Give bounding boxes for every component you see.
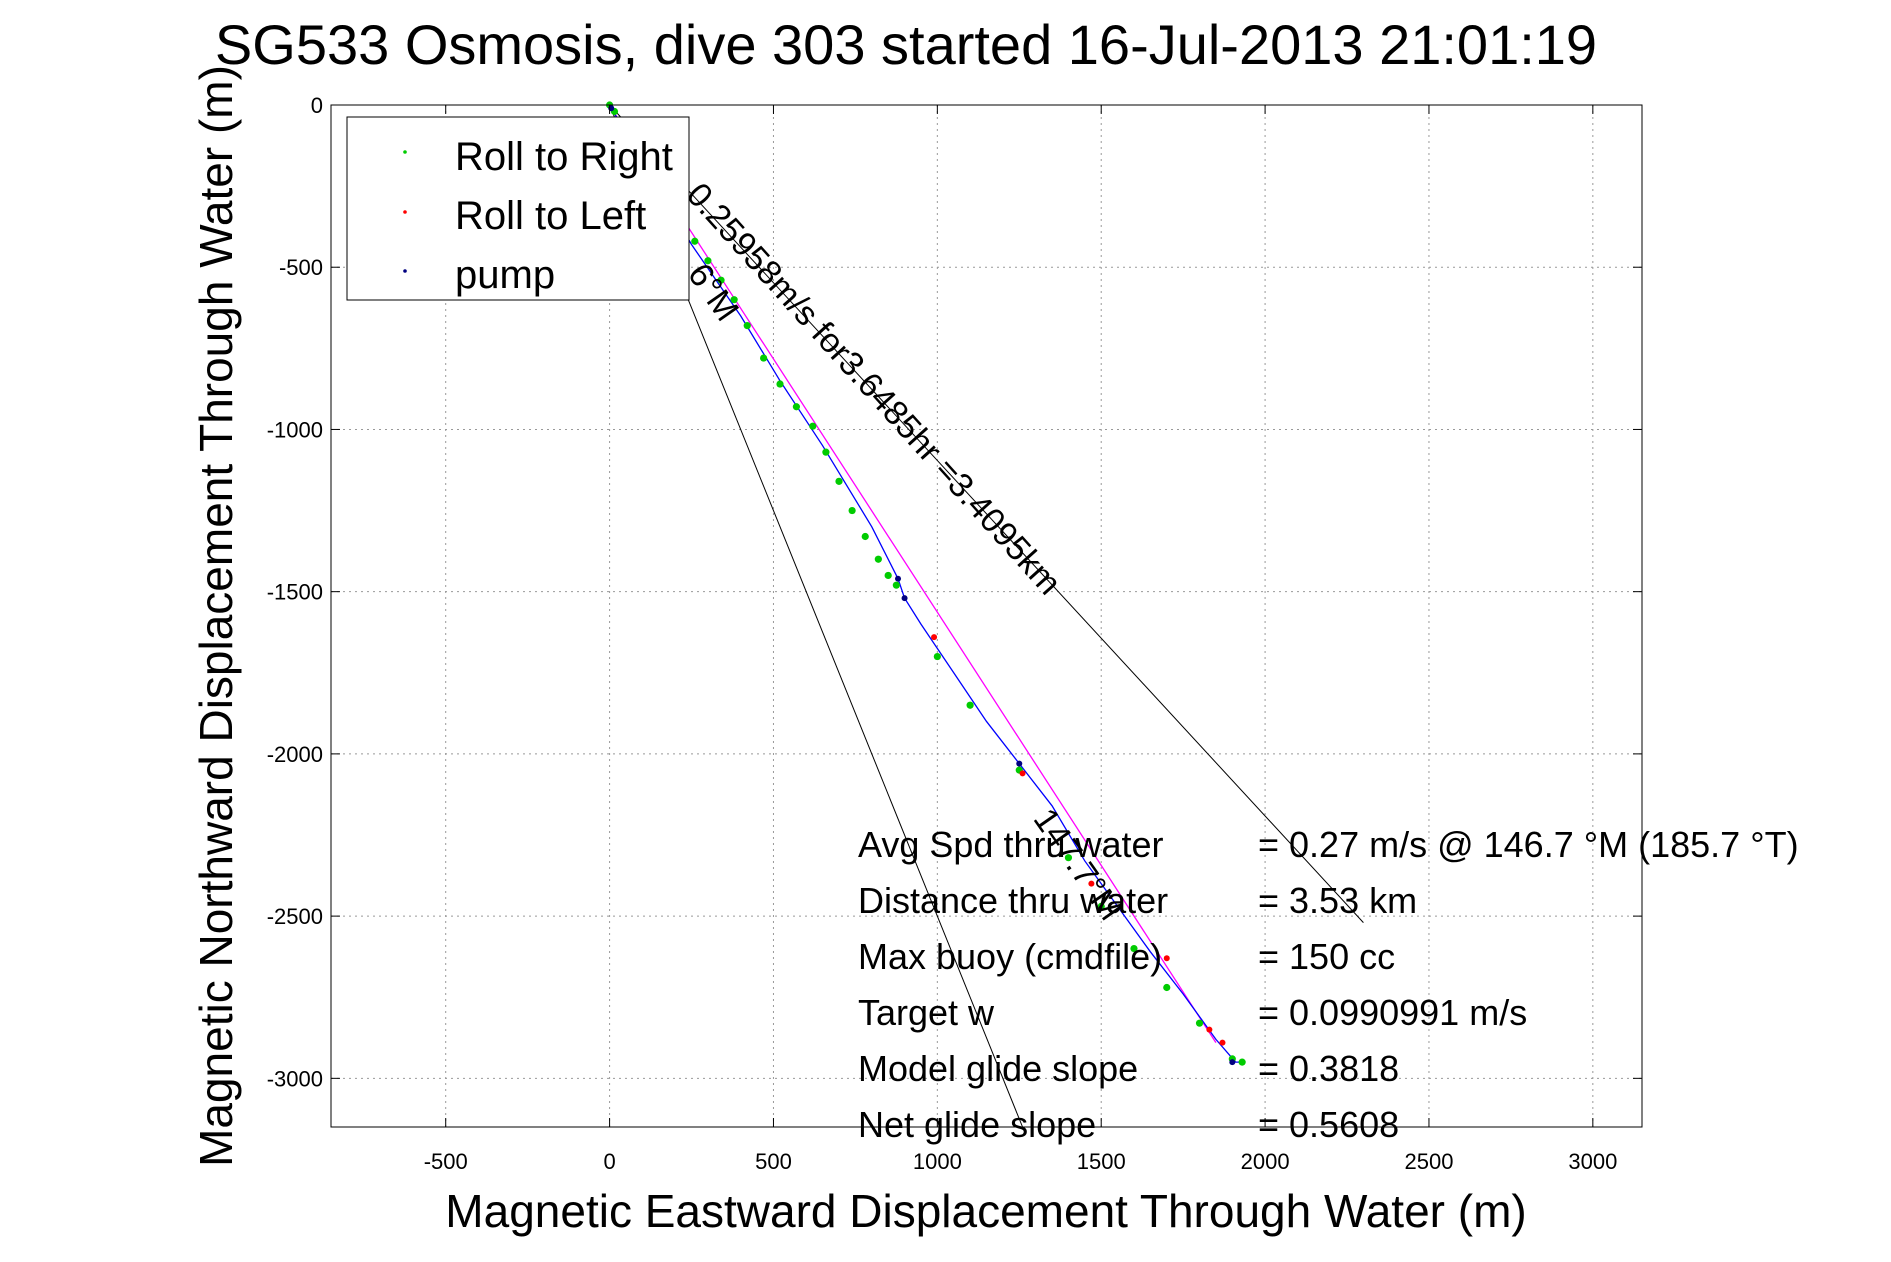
data-point xyxy=(1219,1039,1226,1046)
info-value: = 0.0990991 m/s xyxy=(1258,992,1527,1033)
info-label: Avg Spd thru water xyxy=(858,824,1164,865)
data-point xyxy=(1019,770,1026,777)
data-point xyxy=(901,595,908,602)
data-point xyxy=(760,354,768,362)
data-point xyxy=(704,257,712,265)
y-tick-label: -1000 xyxy=(267,417,323,442)
legend-marker-roll-right xyxy=(403,150,407,154)
info-text-block: Avg Spd thru water = 0.27 m/s @ 146.7 °M … xyxy=(858,824,1799,1145)
y-tick-label: -2000 xyxy=(267,742,323,767)
x-tick-label: -500 xyxy=(424,1149,468,1174)
data-point xyxy=(966,701,974,709)
data-point xyxy=(1163,983,1171,992)
info-label: Max buoy (cmdfile) xyxy=(858,936,1162,977)
track-lines xyxy=(610,107,1243,1063)
x-tick-label: 500 xyxy=(755,1149,792,1174)
data-point xyxy=(1195,1019,1204,1027)
data-point xyxy=(895,575,902,582)
legend-box xyxy=(346,116,690,301)
info-value: = 3.53 km xyxy=(1258,880,1417,921)
info-label: Net glide slope xyxy=(858,1104,1096,1145)
data-point xyxy=(1088,880,1095,887)
data-point xyxy=(776,380,784,388)
data-point xyxy=(1097,902,1105,910)
data-point xyxy=(1016,760,1023,767)
legend-marker-roll-left xyxy=(403,210,407,214)
x-tick-label: 2500 xyxy=(1404,1149,1453,1174)
legend: Roll to Right Roll to Left pump xyxy=(346,116,690,301)
data-point xyxy=(1163,955,1170,962)
data-point xyxy=(743,322,751,330)
data-point xyxy=(835,477,843,485)
data-point xyxy=(792,403,801,411)
legend-label-roll-left: Roll to Left xyxy=(455,194,646,238)
y-axis-label: Magnetic Northward Displacement Through … xyxy=(190,65,242,1167)
data-point xyxy=(809,422,817,430)
chart-title: SG533 Osmosis, dive 303 started 16-Jul-2… xyxy=(215,13,1597,76)
legend-marker-pump xyxy=(403,269,407,273)
info-value: = 0.27 m/s @ 146.7 °M (185.7 °T) xyxy=(1258,824,1799,865)
info-label: Target w xyxy=(858,992,995,1033)
data-point xyxy=(717,276,725,284)
data-point xyxy=(884,571,892,580)
info-value: = 0.3818 xyxy=(1258,1048,1399,1089)
info-value: = 0.5608 xyxy=(1258,1104,1399,1145)
data-point xyxy=(931,634,938,641)
x-tick-label: 0 xyxy=(603,1149,615,1174)
model-track-line xyxy=(610,107,1217,1043)
data-point xyxy=(822,448,830,456)
y-tick-label: -1500 xyxy=(267,580,323,605)
data-point xyxy=(1064,854,1073,862)
glider-track-line xyxy=(610,107,1243,1063)
data-point xyxy=(1229,1059,1236,1066)
x-tick-label: 1500 xyxy=(1077,1149,1126,1174)
legend-label-pump: pump xyxy=(455,253,555,297)
data-point xyxy=(848,506,856,515)
x-axis-ticks: -500 0 500 1000 1500 2000 2500 3000 xyxy=(424,105,1617,1174)
data-point xyxy=(691,237,699,245)
data-point xyxy=(933,652,941,661)
info-label: Distance thru water xyxy=(858,880,1168,921)
data-point xyxy=(861,532,869,541)
y-tick-label: -500 xyxy=(279,255,323,280)
data-point xyxy=(892,581,900,589)
x-axis-label: Magnetic Eastward Displacement Through W… xyxy=(445,1185,1526,1237)
data-point xyxy=(1238,1058,1246,1066)
x-tick-label: 1000 xyxy=(913,1149,962,1174)
x-tick-label: 3000 xyxy=(1568,1149,1617,1174)
y-tick-label: -2500 xyxy=(267,904,323,929)
y-tick-label: -3000 xyxy=(267,1066,323,1091)
reference-line xyxy=(609,104,1364,923)
data-point xyxy=(874,555,882,563)
info-value: = 150 cc xyxy=(1258,936,1395,977)
plot-frame xyxy=(330,104,1643,1128)
data-point xyxy=(1130,944,1138,953)
y-axis-ticks: 0 -500 -1000 -1500 -2000 -2500 -3000 xyxy=(267,93,1642,1091)
legend-label-roll-right: Roll to Right xyxy=(455,135,673,179)
data-point xyxy=(730,296,738,304)
info-label: Model glide slope xyxy=(858,1048,1138,1089)
x-tick-label: 2000 xyxy=(1241,1149,1290,1174)
grid-lines xyxy=(331,104,1642,1127)
data-point xyxy=(1206,1026,1213,1033)
y-tick-label: 0 xyxy=(311,93,323,118)
